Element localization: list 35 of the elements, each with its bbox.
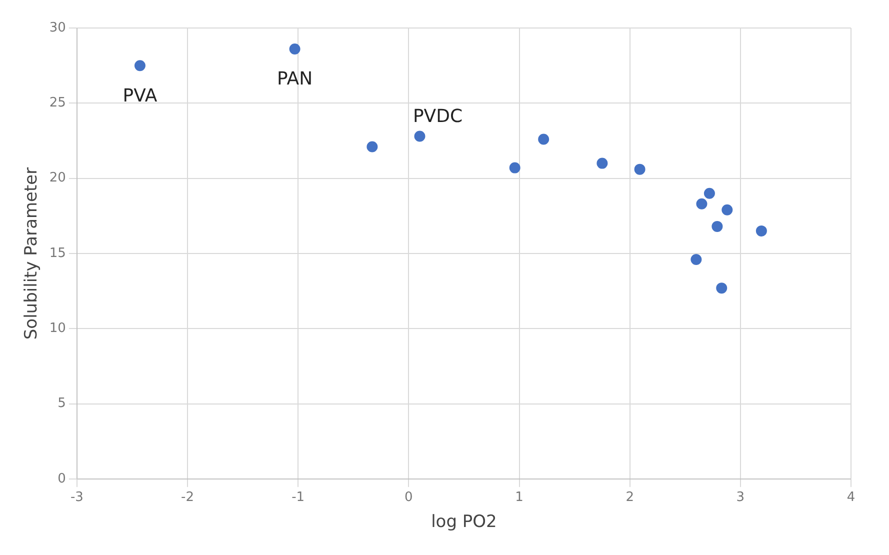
point: [690, 254, 702, 266]
y-axis-title: Solubility Parameter: [22, 167, 42, 340]
annotation: PVA: [122, 85, 158, 106]
point: [509, 162, 520, 174]
point: [704, 188, 715, 199]
point: [538, 134, 550, 145]
point: [414, 130, 426, 142]
point: [722, 204, 733, 216]
point: [634, 164, 646, 175]
y-tick-label: 0: [58, 471, 66, 486]
point: [366, 141, 378, 152]
y-tick-label: 30: [49, 20, 66, 36]
annotation: PVDC: [412, 106, 463, 127]
x-tick-label: 2: [626, 490, 634, 506]
point: [716, 282, 728, 294]
x-axis-title: log PO2: [431, 512, 497, 532]
y-tick-label: 10: [49, 321, 66, 336]
point: [596, 158, 608, 169]
x-tick-label: -1: [292, 490, 305, 506]
point: [134, 60, 146, 72]
x-tick-label: 3: [736, 490, 745, 506]
point: [289, 44, 300, 55]
x-tick-label: 0: [404, 490, 413, 506]
y-tick-label: 20: [49, 170, 66, 186]
y-tick-label: 5: [58, 396, 66, 412]
x-tick-label: 1: [515, 490, 524, 506]
x-tick-label: -2: [181, 490, 194, 506]
point: [756, 225, 767, 236]
point: [712, 220, 723, 232]
point: [696, 198, 708, 210]
y-tick-label: 15: [49, 246, 66, 261]
x-tick-label: 4: [846, 490, 856, 506]
annotation: PAN: [277, 68, 313, 90]
x-tick-label: -3: [70, 490, 84, 506]
y-tick-label: 25: [49, 96, 66, 111]
